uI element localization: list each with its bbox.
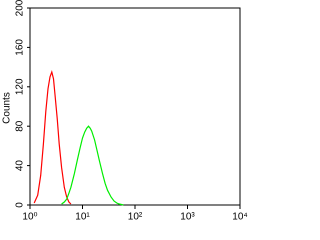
x-tick-label: 10³ xyxy=(180,212,195,223)
histogram-line xyxy=(33,69,72,205)
x-tick-label: 10² xyxy=(128,212,143,223)
y-tick-label: 200 xyxy=(15,0,26,16)
y-tick-label: 40 xyxy=(15,160,26,172)
y-tick-label: 80 xyxy=(15,120,26,132)
x-tick-label: 10¹ xyxy=(75,212,90,223)
x-tick-label: 10⁴ xyxy=(232,212,247,223)
plot-frame xyxy=(29,7,241,206)
chart: Counts 0 40 80 120 160 200 10⁰ 10¹ 10² 10³ 10⁴ xyxy=(2,0,248,223)
y-axis-label: Counts xyxy=(2,92,13,124)
y-tick-label: 120 xyxy=(15,78,26,95)
x-tick-label: 10⁰ xyxy=(22,212,37,223)
histogram-line xyxy=(61,125,124,206)
y-tick-label: 160 xyxy=(15,39,26,56)
y-tick-label: 0 xyxy=(15,202,26,208)
